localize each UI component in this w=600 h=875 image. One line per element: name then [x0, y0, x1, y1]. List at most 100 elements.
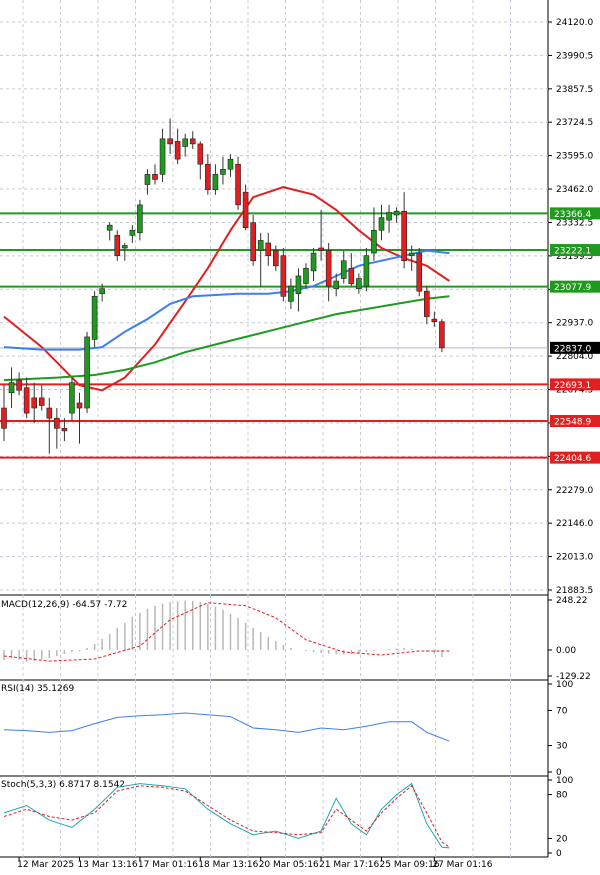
- candle-body: [137, 204, 143, 234]
- macd-signal-line: [3, 602, 450, 662]
- level-box: [550, 378, 600, 391]
- candle[interactable]: [167, 118, 173, 155]
- candle[interactable]: [61, 418, 68, 442]
- candle[interactable]: [212, 164, 219, 195]
- macd-label: MACD(12,26,9) -64.57 -7.72: [1, 600, 127, 610]
- candle[interactable]: [144, 169, 151, 195]
- candle[interactable]: [99, 283, 105, 302]
- candle[interactable]: [348, 253, 355, 287]
- candle[interactable]: [363, 248, 370, 292]
- candle[interactable]: [340, 250, 347, 284]
- candle[interactable]: [393, 207, 400, 223]
- candle[interactable]: [69, 377, 75, 421]
- candle-body: [288, 285, 294, 302]
- macd-tick-label: 0.00: [556, 646, 576, 656]
- candle[interactable]: [235, 156, 241, 210]
- moving-average-line: [3, 249, 450, 351]
- candle-body: [363, 255, 370, 287]
- candle[interactable]: [280, 248, 287, 302]
- candle[interactable]: [288, 278, 294, 309]
- candle[interactable]: [227, 154, 234, 177]
- candle[interactable]: [220, 156, 226, 185]
- stoch-tick-label: 80: [556, 791, 568, 801]
- candle[interactable]: [310, 248, 317, 282]
- candle[interactable]: [272, 245, 279, 271]
- candle[interactable]: [23, 377, 30, 419]
- candle[interactable]: [91, 291, 98, 348]
- candle-body: [46, 407, 53, 419]
- stoch-k-line: [3, 782, 450, 849]
- candle[interactable]: [303, 263, 309, 289]
- candle[interactable]: [84, 331, 90, 414]
- candle[interactable]: [38, 385, 45, 411]
- candle-body: [378, 217, 385, 231]
- moving-averages: [3, 186, 450, 392]
- price-tick-label: 23332.5: [556, 218, 593, 228]
- candle[interactable]: [182, 133, 188, 157]
- candle[interactable]: [114, 230, 121, 261]
- candle[interactable]: [401, 192, 407, 269]
- candle[interactable]: [295, 268, 302, 312]
- candle[interactable]: [122, 242, 128, 261]
- candle[interactable]: [16, 372, 22, 396]
- candle[interactable]: [265, 232, 272, 266]
- candle[interactable]: [8, 367, 15, 409]
- candle[interactable]: [408, 245, 415, 271]
- candle-body: [129, 229, 136, 236]
- rsi-line: [3, 712, 450, 742]
- candle[interactable]: [439, 319, 445, 353]
- candle[interactable]: [174, 128, 181, 165]
- candle[interactable]: [250, 215, 256, 266]
- candle-body: [61, 428, 68, 432]
- candle[interactable]: [1, 385, 7, 442]
- candle[interactable]: [137, 199, 143, 241]
- candle[interactable]: [257, 232, 264, 287]
- candle[interactable]: [416, 248, 423, 297]
- candle[interactable]: [325, 242, 332, 302]
- candle[interactable]: [46, 397, 53, 454]
- moving-average-line: [3, 295, 450, 382]
- candle[interactable]: [423, 286, 430, 325]
- time-tick-label: 12 Mar 2025: [17, 860, 74, 870]
- level-label: 23077.9: [554, 283, 591, 293]
- candle-body: [182, 138, 188, 147]
- candle[interactable]: [189, 131, 196, 149]
- candle[interactable]: [76, 392, 83, 444]
- candle-body: [250, 222, 256, 262]
- candle-body: [242, 191, 249, 229]
- rsi-tick-label: 30: [556, 742, 568, 752]
- candle[interactable]: [333, 273, 340, 297]
- candle[interactable]: [106, 222, 113, 241]
- candle[interactable]: [152, 164, 158, 185]
- stoch-d-line: [3, 785, 450, 848]
- candle-body: [348, 268, 355, 284]
- time-axis: 12 Mar 2025 13 Mar 13:16 17 Mar 01:16 18 Ma…: [17, 857, 493, 870]
- candle-body: [416, 252, 423, 292]
- candle[interactable]: [242, 184, 249, 231]
- candle[interactable]: [159, 128, 166, 182]
- candle[interactable]: [371, 207, 377, 261]
- candles[interactable]: [1, 118, 445, 454]
- candle[interactable]: [129, 225, 136, 243]
- price-tick-label: 23462.0: [556, 185, 593, 195]
- price-tick-label: 24120.0: [556, 18, 593, 28]
- level-box: [550, 451, 600, 464]
- candle[interactable]: [197, 141, 204, 180]
- candle[interactable]: [54, 408, 60, 449]
- candle[interactable]: [205, 154, 211, 195]
- candle[interactable]: [356, 273, 362, 294]
- time-tick-label: 20 Mar 05:16: [259, 860, 319, 870]
- candle-body: [23, 387, 30, 414]
- candle[interactable]: [386, 204, 392, 233]
- candle[interactable]: [378, 204, 385, 241]
- time-tick-label: 21 Mar 17:16: [319, 860, 379, 870]
- candle-body: [265, 242, 272, 256]
- rsi-tick-label: 100: [556, 680, 573, 690]
- candle[interactable]: [31, 382, 38, 424]
- candle[interactable]: [431, 311, 438, 327]
- candle-body: [356, 278, 362, 289]
- candle[interactable]: [318, 209, 324, 261]
- candle-body: [325, 250, 332, 287]
- candle-body: [1, 407, 7, 429]
